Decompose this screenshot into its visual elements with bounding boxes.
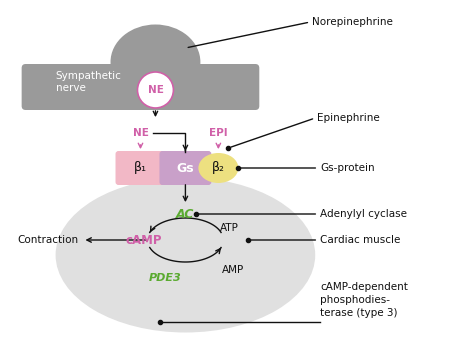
Text: NE: NE xyxy=(147,85,164,95)
Text: cAMP: cAMP xyxy=(126,233,163,246)
Circle shape xyxy=(137,72,173,108)
Text: Sympathetic
nerve: Sympathetic nerve xyxy=(55,71,121,93)
Text: AMP: AMP xyxy=(222,265,245,275)
Text: NE: NE xyxy=(133,128,148,138)
FancyBboxPatch shape xyxy=(116,151,165,185)
Text: Cardiac muscle: Cardiac muscle xyxy=(320,235,401,245)
Text: Gs: Gs xyxy=(177,162,194,175)
Text: β₂: β₂ xyxy=(212,162,225,175)
Text: Epinephrine: Epinephrine xyxy=(317,113,380,123)
Text: Adenylyl cyclase: Adenylyl cyclase xyxy=(320,209,407,219)
Text: β₁: β₁ xyxy=(134,162,147,175)
Text: PDE3: PDE3 xyxy=(149,273,182,283)
Text: cAMP-dependent
phosphodies-
terase (type 3): cAMP-dependent phosphodies- terase (type… xyxy=(320,282,408,318)
Ellipse shape xyxy=(110,24,201,99)
Text: ATP: ATP xyxy=(220,223,239,233)
Text: Norepinephrine: Norepinephrine xyxy=(312,17,393,27)
Text: Contraction: Contraction xyxy=(18,235,79,245)
Text: AC: AC xyxy=(176,208,195,220)
Ellipse shape xyxy=(55,178,315,333)
FancyBboxPatch shape xyxy=(159,151,211,185)
Text: Gs-protein: Gs-protein xyxy=(320,163,375,173)
Ellipse shape xyxy=(199,153,238,183)
Text: EPI: EPI xyxy=(209,128,228,138)
FancyBboxPatch shape xyxy=(22,64,259,110)
